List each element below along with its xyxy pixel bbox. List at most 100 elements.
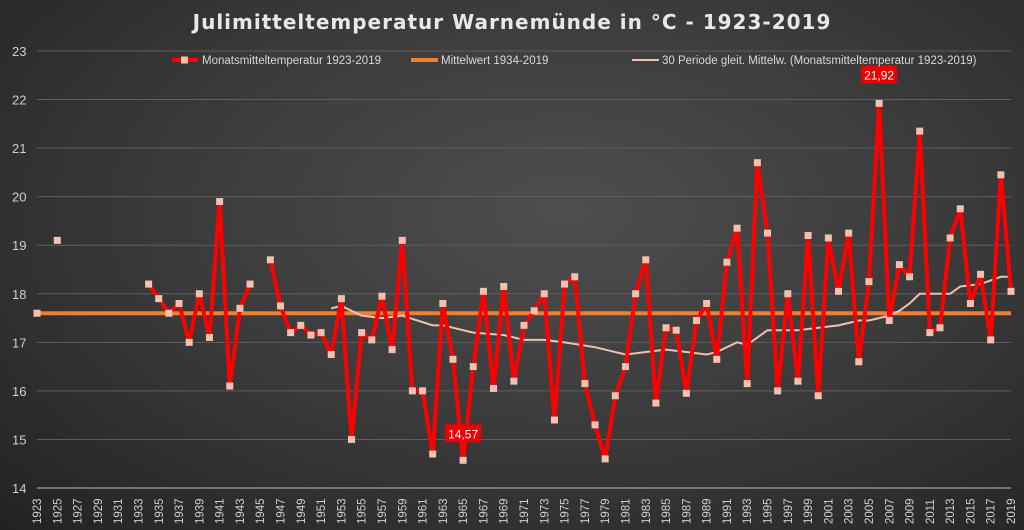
x-tick-label: 1973 xyxy=(539,498,551,524)
data-point-2002 xyxy=(835,287,843,295)
data-point-1968 xyxy=(490,384,498,392)
data-point-1961 xyxy=(419,387,427,395)
data-label-box xyxy=(861,65,898,84)
data-point-1957 xyxy=(378,292,386,300)
x-tick-label: 1937 xyxy=(174,498,186,524)
x-tick-label: 1971 xyxy=(519,498,531,524)
data-point-1963 xyxy=(439,299,447,307)
data-point-1937 xyxy=(175,299,183,307)
x-tick-label: 1987 xyxy=(681,498,693,524)
y-tick-label: 22 xyxy=(12,93,26,108)
y-tick-label: 23 xyxy=(12,44,26,59)
x-tick-label: 1995 xyxy=(763,498,775,524)
x-tick-label: 1929 xyxy=(93,498,105,524)
data-point-2005 xyxy=(865,278,873,286)
data-point-1978 xyxy=(591,421,599,429)
data-point-1985 xyxy=(662,324,670,332)
data-point-1949 xyxy=(297,321,305,329)
x-tick-label: 2007 xyxy=(884,498,896,524)
x-tick-label: 1993 xyxy=(742,498,754,524)
data-point-1970 xyxy=(510,377,518,385)
data-point-1966 xyxy=(469,363,477,371)
x-tick-label: 1967 xyxy=(478,498,490,524)
data-point-2012 xyxy=(936,324,944,332)
data-point-2017 xyxy=(987,336,995,344)
y-tick-label: 19 xyxy=(12,238,26,253)
data-point-1996 xyxy=(774,387,782,395)
data-point-1944 xyxy=(246,280,254,288)
data-point-1958 xyxy=(388,346,396,354)
data-point-1950 xyxy=(307,331,315,339)
data-point-1989 xyxy=(703,299,711,307)
x-tick-label: 1953 xyxy=(336,498,348,524)
data-point-1954 xyxy=(348,435,356,443)
x-tick-label: 1947 xyxy=(276,498,288,524)
data-point-1990 xyxy=(713,355,721,363)
data-point-1935 xyxy=(155,295,163,303)
x-tick-label: 1963 xyxy=(438,498,450,524)
data-point-1969 xyxy=(500,282,508,290)
x-tick-label: 1961 xyxy=(418,498,430,524)
legend-marker-temperature xyxy=(181,56,188,64)
y-tick-label: 15 xyxy=(12,432,26,447)
data-point-1980 xyxy=(611,392,619,400)
chart-title: Julimitteltemperatur Warnemünde in °C - … xyxy=(192,10,832,34)
data-point-2019 xyxy=(1007,287,1015,295)
y-tick-label: 14 xyxy=(12,481,26,496)
data-point-1943 xyxy=(236,304,244,312)
data-point-2000 xyxy=(814,392,822,400)
data-point-2014 xyxy=(956,205,964,213)
data-point-1983 xyxy=(642,256,650,264)
x-tick-label: 1985 xyxy=(661,498,673,524)
x-tick-label: 1965 xyxy=(458,498,470,524)
data-point-1942 xyxy=(226,382,234,390)
x-tick-label: 1933 xyxy=(133,498,145,524)
data-point-1987 xyxy=(682,389,690,397)
data-point-1975 xyxy=(561,280,569,288)
data-point-2016 xyxy=(977,270,985,278)
data-point-1939 xyxy=(195,290,203,298)
x-tick-label: 1925 xyxy=(52,498,64,524)
data-point-1953 xyxy=(337,295,345,303)
data-point-1960 xyxy=(408,387,416,395)
x-tick-label: 1943 xyxy=(235,498,247,524)
y-tick-label: 21 xyxy=(12,141,26,156)
data-point-2007 xyxy=(885,316,893,324)
data-point-1925 xyxy=(53,236,61,244)
x-tick-label: 1979 xyxy=(600,498,612,524)
data-label: 21,92 xyxy=(864,68,894,82)
data-point-2013 xyxy=(946,234,954,242)
data-point-1952 xyxy=(327,350,335,358)
legend-label-temperature: Monatsmitteltemperatur 1923-2019 xyxy=(202,55,381,67)
data-point-1948 xyxy=(287,329,295,337)
data-point-1999 xyxy=(804,232,812,240)
x-tick-label: 1997 xyxy=(783,498,795,524)
x-tick-label: 2003 xyxy=(844,498,856,524)
x-tick-label: 1983 xyxy=(641,498,653,524)
x-tick-label: 1927 xyxy=(73,498,85,524)
data-point-1994 xyxy=(753,159,761,167)
y-tick-label: 20 xyxy=(12,190,26,205)
data-point-1934 xyxy=(145,280,153,288)
x-tick-label: 1939 xyxy=(194,498,206,524)
temperature-line xyxy=(268,101,1013,463)
data-point-1962 xyxy=(429,450,437,458)
data-point-1997 xyxy=(784,290,792,298)
x-tick-label: 1991 xyxy=(722,498,734,524)
data-point-2018 xyxy=(997,171,1005,179)
data-point-1992 xyxy=(733,224,741,232)
data-point-2004 xyxy=(855,358,863,366)
data-point-2015 xyxy=(966,299,974,307)
data-point-1979 xyxy=(601,455,609,463)
data-point-1959 xyxy=(398,236,406,244)
data-point-1977 xyxy=(581,380,589,388)
x-tick-label: 2001 xyxy=(823,498,835,524)
x-tick-label: 2015 xyxy=(965,498,977,524)
data-point-1971 xyxy=(520,321,528,329)
x-tick-label: 1941 xyxy=(215,498,227,524)
data-point-2008 xyxy=(895,261,903,269)
data-point-1993 xyxy=(743,380,751,388)
data-point-1941 xyxy=(216,198,224,206)
x-tick-label: 1931 xyxy=(113,498,125,524)
